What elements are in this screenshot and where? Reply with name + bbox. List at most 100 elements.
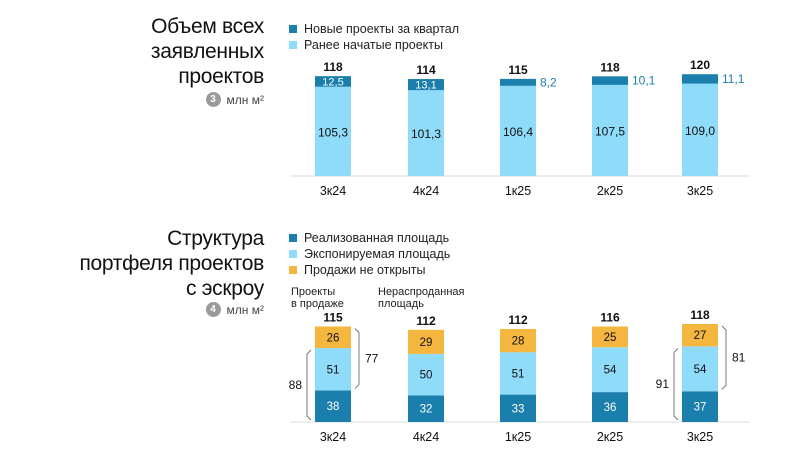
chart1-legend-item-earlier: Ранее начатые проекты	[289, 37, 459, 53]
chart1-legend-swatch-earlier	[289, 41, 297, 49]
chart2-title: Структура портфеля проектов с эскроу	[79, 226, 264, 301]
chart2-bar-exposed	[592, 347, 628, 393]
chart1-category-label: 2к25	[597, 184, 623, 198]
chart2-label-exposed: 50	[420, 370, 433, 382]
chart2-category-label: 4к24	[413, 430, 439, 444]
chart2-unit-label: млн м²	[226, 302, 264, 317]
chart2-label-sold: 32	[420, 404, 433, 416]
chart2-bar-not-open	[408, 329, 444, 354]
chart1-bar-new	[592, 76, 628, 85]
chart2-bar-sold	[408, 395, 444, 422]
chart1-bar-earlier	[682, 83, 718, 176]
chart1-total-label: 115	[508, 63, 528, 77]
chart1-category-label: 3к25	[687, 184, 713, 198]
chart2-title-line3: с эскроу	[186, 277, 264, 300]
chart1-bar-new	[500, 78, 536, 86]
chart1-total-label: 118	[600, 60, 620, 74]
chart2-legend-swatch-not-open	[289, 266, 297, 274]
chart1-legend-label-earlier: Ранее начатые проекты	[304, 38, 444, 52]
chart2-bar-not-open	[500, 328, 536, 353]
chart2-label-not-open: 25	[604, 332, 617, 344]
chart2-label-sold: 37	[694, 402, 707, 414]
unsold-bracket	[721, 325, 727, 390]
chart2-bar-exposed	[408, 353, 444, 396]
chart2-title-line2: портфеля проектов	[79, 252, 264, 275]
on-sale-annotation: Проекты в продаже	[291, 286, 344, 310]
chart2-label-not-open: 29	[420, 337, 433, 349]
chart2-bar-not-open	[315, 326, 351, 349]
chart2-label-sold: 33	[512, 403, 525, 415]
chart2-legend-label-exposed: Экспонируемая площадь	[304, 247, 451, 261]
chart1-title: Объем всех заявленных проектов	[151, 14, 264, 89]
chart2-number-badge: 4	[205, 302, 221, 317]
on-sale-value: 88	[289, 378, 303, 392]
chart2-plot: 38 51 26 115 3к24 32 50 29 112 4к24 33 51 28 112 1к25 3…	[289, 308, 750, 444]
chart1-label-earlier: 107,5	[595, 124, 625, 138]
on-sale-bracket	[673, 348, 679, 421]
chart1-bar-earlier	[315, 86, 351, 176]
chart2-total-label: 116	[600, 310, 620, 324]
chart2-category-label: 2к25	[597, 430, 623, 444]
on-sale-value: 91	[656, 377, 670, 391]
chart2-label-exposed: 51	[327, 364, 340, 376]
unsold-value: 81	[732, 351, 746, 365]
chart1-number-badge: 3	[205, 92, 221, 107]
chart1-total-label: 120	[690, 58, 710, 72]
chart2-label-not-open: 27	[694, 330, 707, 342]
chart2-label-exposed: 54	[604, 365, 617, 377]
chart1-label-earlier: 105,3	[318, 125, 348, 139]
chart1-category-label: 3к24	[320, 184, 346, 198]
chart1-legend-swatch-new	[289, 25, 297, 33]
chart1-title-line2: заявленных	[150, 40, 264, 63]
unsold-annotation: Нераспроданная площадь	[378, 286, 465, 310]
chart1-label-new: 13,1	[415, 80, 436, 92]
on-sale-annotation-text: Проекты в продаже	[291, 286, 344, 310]
chart2-bar-sold	[682, 391, 718, 422]
chart2-bar-sold	[315, 390, 351, 422]
chart1-label-new: 8,2	[540, 75, 557, 89]
chart1-label-earlier: 109,0	[685, 124, 715, 138]
chart2-category-label: 1к25	[505, 430, 531, 444]
unsold-annotation-text: Нераспроданная площадь	[378, 286, 465, 310]
chart2-bar-not-open	[682, 324, 718, 347]
chart2-bar-exposed	[315, 348, 351, 391]
chart2-label-exposed: 54	[694, 364, 707, 376]
chart1-unit: 3 млн м²	[205, 92, 264, 107]
chart2-legend-swatch-sold	[289, 234, 297, 242]
unsold-value: 77	[365, 351, 379, 365]
on-sale-bracket	[306, 349, 312, 421]
chart2-unit: 4 млн м²	[205, 302, 264, 317]
chart1-label-earlier: 106,4	[503, 125, 533, 139]
chart2-total-label: 118	[690, 308, 710, 322]
chart1-label-new: 11,1	[722, 72, 745, 86]
chart2-legend: Реализованная площадь Экспонируемая площ…	[289, 230, 450, 278]
chart2-legend-item-sold: Реализованная площадь	[289, 230, 450, 246]
chart2-label-not-open: 28	[512, 336, 525, 348]
chart2-legend-item-exposed: Экспонируемая площадь	[289, 246, 450, 262]
chart1-bar-earlier	[408, 90, 444, 176]
unsold-bracket	[354, 328, 360, 389]
chart1-unit-label: млн м²	[226, 92, 264, 107]
chart1-title-line3: проектов	[178, 65, 264, 88]
chart2-bar-exposed	[500, 352, 536, 395]
chart1-label-new: 10,1	[632, 74, 656, 88]
chart1-category-label: 1к25	[505, 184, 531, 198]
chart2-category-label: 3к24	[320, 430, 346, 444]
chart2-legend-label-sold: Реализованная площадь	[304, 231, 450, 245]
chart2-category-label: 3к25	[687, 430, 713, 444]
chart1-legend: Новые проекты за квартал Ранее начатые п…	[289, 21, 459, 53]
chart1-total-label: 118	[323, 60, 343, 74]
chart2-title-line1: Структура	[167, 227, 264, 250]
chart1-category-label: 4к24	[413, 184, 439, 198]
chart2-label-not-open: 26	[327, 332, 340, 344]
chart1-plot: 105,3 12,5 118 3к24 101,3 13,1 114 4к24 106,4 8,2…	[290, 58, 750, 198]
chart2-bar-sold	[500, 394, 536, 422]
chart2-legend-swatch-exposed	[289, 250, 297, 258]
chart2-total-label: 112	[508, 313, 528, 327]
chart2-label-sold: 36	[604, 402, 617, 414]
chart2-bar-not-open	[592, 326, 628, 348]
chart1-title-line1: Объем всех	[151, 15, 264, 38]
chart2-label-exposed: 51	[512, 368, 525, 380]
chart1-bar-new	[315, 76, 351, 87]
